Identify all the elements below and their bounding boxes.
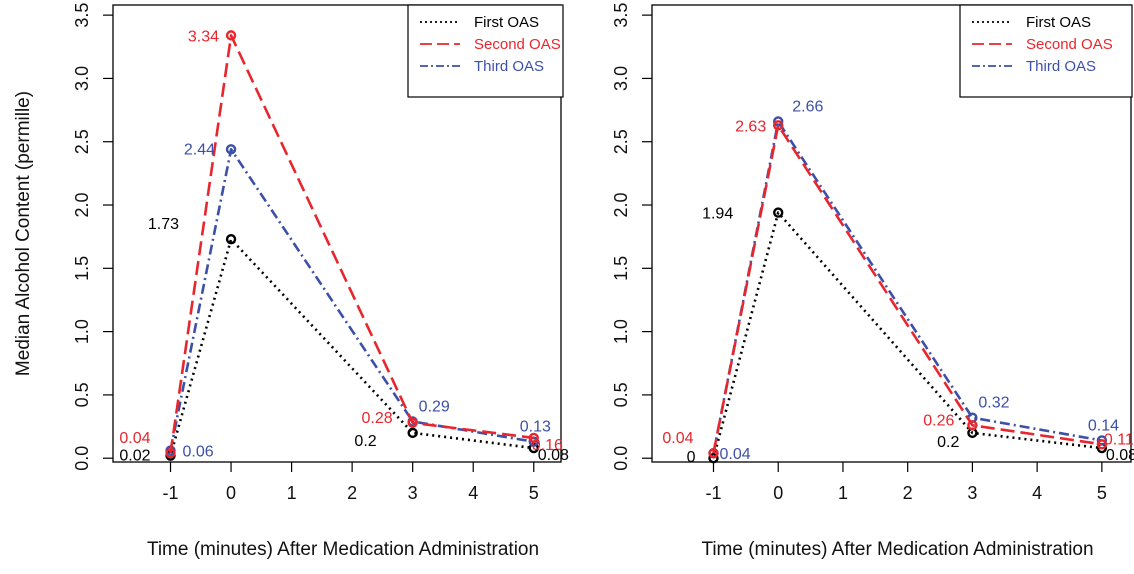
x-axis-label: Time (minutes) After Medication Administ… [701,539,1093,560]
second-oas-data-label: 0.11 [1104,431,1134,448]
second-oas-point [407,417,418,428]
third-oas-data-label: 0.04 [719,446,750,463]
third-oas-line [712,120,1103,454]
y-tick-label: 3.0 [611,66,631,91]
y-tick-label: 3.0 [72,66,92,91]
first-oas-data-label: 0.08 [538,447,569,464]
y-tick-label: 1.5 [72,256,92,281]
second-oas-data-label: 0.04 [662,430,693,447]
first-oas-data-label: 0.2 [354,433,376,450]
x-tick-label: 1 [838,483,848,503]
third-oas-data-label: 2.66 [792,98,823,115]
second-oas-point [773,120,784,131]
right-chart-panel: -1 0 1 2 3 4 5 0.0 0.5 1.0 1.5 2.0 2.5 3.0 3.5 Time (mi… [611,3,1134,560]
first-oas-line [169,237,534,457]
x-tick-label: 0 [226,483,236,503]
left-chart-panel: -1 0 1 2 3 4 5 0.0 0.5 1.0 1.5 2.0 2.5 3.0 3.5 Time (mi… [13,3,569,560]
first-oas-data-label: 0.08 [1106,447,1134,464]
second-oas-line [169,34,534,454]
third-oas-line [169,148,535,451]
x-tick-label: 1 [287,483,297,503]
first-oas-data-label: 1.94 [702,206,733,223]
y-tick-label: 1.0 [72,319,92,344]
first-oas-point [225,233,237,245]
second-oas-point [165,447,176,459]
third-oas-data-label: 0.32 [978,395,1009,412]
third-oas-data-label: 2.44 [184,141,215,158]
y-tick-label: 2.5 [72,129,92,154]
y-tick-label: 0.0 [611,446,631,471]
first-oas-data-label: 0 [687,449,696,466]
y-tick-label: 0.5 [72,382,92,407]
second-oas-data-label: 3.34 [188,28,219,45]
third-oas-legend-label: Third OAS [474,58,544,75]
x-tick-label: 0 [773,483,783,503]
first-oas-legend-label: First OAS [1026,14,1091,31]
first-oas-point [407,427,418,439]
y-tick-label: 1.0 [611,319,631,344]
y-tick-label: 2.5 [611,129,631,154]
y-tick-label: 0.0 [72,446,92,471]
x-tick-label: 2 [903,483,913,503]
second-oas-legend-label: Second OAS [474,36,561,53]
second-oas-point [225,30,237,41]
first-oas-point [528,442,539,454]
y-tick-label: 3.5 [72,3,92,28]
first-oas-line [712,211,1103,459]
first-oas-point [773,207,784,218]
second-oas-data-label: 0.16 [532,437,563,454]
y-tick-label: 2.0 [611,193,631,218]
second-oas-point [1096,439,1108,450]
second-oas-line [712,124,1103,454]
x-tick-label: -1 [705,483,721,503]
plot-frame [112,4,562,463]
legend-box [407,4,564,98]
third-oas-legend-label: Third OAS [1026,58,1096,75]
x-tick-label: 3 [408,483,418,503]
second-oas-point [967,420,978,431]
second-oas-legend-label: Second OAS [1026,36,1113,53]
third-oas-data-label: 0.14 [1088,417,1119,434]
y-tick-label: 3.5 [611,3,631,28]
y-tick-label: 0.5 [611,382,631,407]
second-oas-data-label: 0.28 [362,410,393,427]
second-oas-point [708,447,719,459]
x-tick-label: 4 [1032,483,1042,503]
third-oas-data-label: 0.29 [419,398,450,415]
x-tick-label: 4 [468,483,478,503]
third-oas-point [225,144,237,155]
legend-box [959,4,1133,98]
first-oas-data-label: 1.73 [148,216,179,233]
first-oas-legend-label: First OAS [474,14,539,31]
x-tick-label: 5 [529,483,539,503]
first-oas-point [708,453,719,464]
second-oas-data-label: 2.63 [735,118,766,135]
first-oas-data-label: 0.2 [937,434,959,451]
y-tick-label: 2.0 [72,193,92,218]
third-oas-data-label: 0.13 [520,419,551,436]
plot-frame [651,4,1132,463]
x-tick-label: -1 [163,483,179,503]
second-oas-data-label: 0.26 [923,412,954,429]
x-tick-label: 3 [967,483,977,503]
y-axis-label: Median Alcohol Content (permille) [13,91,34,376]
second-oas-data-label: 0.04 [119,430,150,447]
x-axis-label: Time (minutes) After Medication Administ… [147,539,539,560]
third-oas-data-label: 0.06 [183,444,214,461]
x-tick-label: 5 [1097,483,1107,503]
second-oas-point [528,432,539,444]
first-oas-data-label: 0.02 [119,448,150,465]
x-tick-label: 2 [347,483,357,503]
y-tick-label: 1.5 [611,256,631,281]
